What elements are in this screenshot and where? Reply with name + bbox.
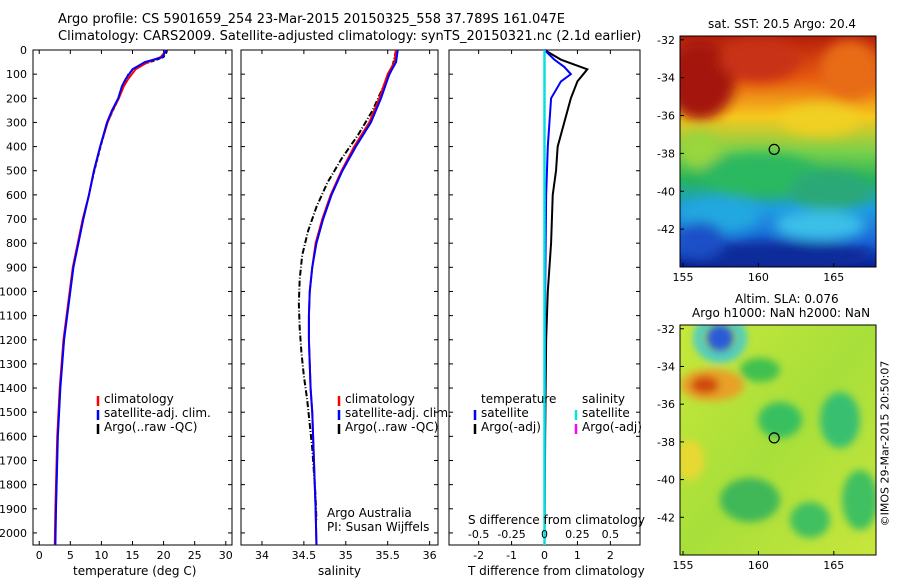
map-y-tick-label: -42: [657, 511, 675, 524]
y-tick-label: 1800: [0, 479, 27, 492]
y-tick-label: 2000: [0, 527, 27, 540]
y-tick-label: 1000: [0, 285, 27, 298]
legend-temperature-argo: Argo(-adj): [481, 420, 541, 434]
y-tick-label: 500: [6, 165, 27, 178]
y-tick-label: 800: [6, 237, 27, 250]
y-tick-label: 700: [6, 213, 27, 226]
x-tick-label: 34: [255, 549, 269, 562]
y-tick-label: 1400: [0, 382, 27, 395]
salinity-axis-label: salinity: [318, 564, 362, 578]
argo-position-marker: [768, 432, 780, 444]
sst-map-title: sat. SST: 20.5 Argo: 20.4: [708, 17, 857, 31]
series-argo-line: [297, 49, 398, 521]
s-diff-tick-label: 0.25: [565, 528, 590, 541]
x-tick-label: 0: [541, 549, 548, 562]
s-diff-tick-label: -0.5: [468, 528, 489, 541]
x-tick-label: 35: [339, 549, 353, 562]
s-difference-axis-label: S difference from climatology: [468, 513, 645, 527]
legend-climatology: climatology: [104, 392, 174, 406]
legend-argo: Argo(..raw -QC): [345, 420, 439, 434]
legend-salinity-title: salinity: [582, 392, 626, 406]
series-argo-line: [54, 49, 169, 546]
map-y-tick-label: -36: [657, 398, 675, 411]
temperature-axis-label: temperature (deg C): [73, 564, 197, 578]
map-y-tick-label: -32: [657, 34, 675, 47]
series-temperature-argo-line: [543, 49, 589, 546]
y-tick-label: 100: [6, 68, 27, 81]
map-x-tick-label: 165: [823, 271, 844, 284]
y-tick-label: 1600: [0, 430, 27, 443]
plot-frame: [240, 49, 439, 546]
y-tick-label: 400: [6, 141, 27, 154]
map-y-tick-label: -42: [657, 223, 675, 236]
map-x-tick-label: 165: [823, 559, 844, 572]
y-tick-label: 1100: [0, 310, 27, 323]
s-diff-tick-label: -0.25: [497, 528, 525, 541]
map-y-tick-label: -36: [657, 110, 675, 123]
x-tick-label: 25: [188, 549, 202, 562]
y-tick-label: 300: [6, 116, 27, 129]
x-tick-label: -2: [473, 549, 484, 562]
plot-frame: [32, 49, 233, 546]
x-tick-label: -1: [506, 549, 517, 562]
y-tick-label: 1500: [0, 406, 27, 419]
legend-temperature-title: temperature: [481, 392, 557, 406]
climatology-subtitle: Climatology: CARS2009. Satellite-adjuste…: [58, 29, 642, 44]
imos-credit: ©IMOS 29-Mar-2015 20:50:07: [878, 360, 892, 527]
map-y-tick-label: -34: [657, 72, 675, 85]
y-tick-label: 900: [6, 261, 27, 274]
legend-salinity-argo: Argo(-adj): [582, 420, 642, 434]
sst-map: [679, 35, 877, 268]
argo-australia-label: Argo Australia: [327, 506, 412, 520]
legend-satellite-adj: satellite-adj. clim.: [345, 406, 452, 420]
map-x-tick-label: 155: [673, 559, 694, 572]
map-y-tick-label: -40: [657, 474, 675, 487]
legend-argo: Argo(..raw -QC): [104, 420, 198, 434]
y-tick-label: 1300: [0, 358, 27, 371]
x-tick-label: 15: [126, 549, 140, 562]
argo-position-marker: [768, 143, 780, 155]
series-satellite-line: [54, 49, 167, 546]
legend-temperature-satellite: satellite: [481, 406, 529, 420]
x-tick-label: 5: [67, 549, 74, 562]
map-y-tick-label: -40: [657, 185, 675, 198]
x-tick-label: 30: [219, 549, 233, 562]
map-y-tick-label: -38: [657, 147, 675, 160]
map-x-tick-label: 160: [748, 559, 769, 572]
x-tick-label: 1: [574, 549, 581, 562]
legend-climatology: climatology: [345, 392, 415, 406]
x-tick-label: 10: [94, 549, 108, 562]
x-tick-label: 2: [607, 549, 614, 562]
t-difference-axis-label: T difference from climatology: [468, 564, 645, 578]
profile-title: Argo profile: CS 5901659_254 23-Mar-2015…: [58, 12, 566, 27]
pi-label: PI: Susan Wijffels: [327, 520, 430, 534]
y-tick-label: 1700: [0, 454, 27, 467]
y-tick-label: 0: [20, 44, 27, 57]
y-tick-label: 200: [6, 92, 27, 105]
sla-map-subtitle: Argo h1000: NaN h2000: NaN: [692, 306, 871, 320]
map-x-tick-label: 155: [673, 271, 694, 284]
s-diff-tick-label: 0.5: [602, 528, 620, 541]
legend-salinity-satellite: satellite: [582, 406, 630, 420]
legend-satellite-adj: satellite-adj. clim.: [104, 406, 211, 420]
series-satellite-line: [307, 49, 399, 546]
map-y-tick-label: -38: [657, 436, 675, 449]
sla-map-title: Altim. SLA: 0.076: [735, 292, 839, 306]
x-tick-label: 34.5: [292, 549, 317, 562]
map-y-tick-label: -34: [657, 360, 675, 373]
s-diff-tick-label: 0: [541, 528, 548, 541]
x-tick-label: 20: [157, 549, 171, 562]
sla-map: [679, 324, 877, 556]
map-y-tick-label: -32: [657, 323, 675, 336]
x-tick-label: 36: [423, 549, 437, 562]
y-tick-label: 1900: [0, 503, 27, 516]
y-tick-label: 600: [6, 189, 27, 202]
series-climatology-line: [307, 49, 398, 546]
x-tick-label: 0: [36, 549, 43, 562]
y-tick-label: 1200: [0, 334, 27, 347]
x-tick-label: 35.5: [375, 549, 400, 562]
series-climatology-line: [53, 49, 168, 546]
map-x-tick-label: 160: [748, 271, 769, 284]
